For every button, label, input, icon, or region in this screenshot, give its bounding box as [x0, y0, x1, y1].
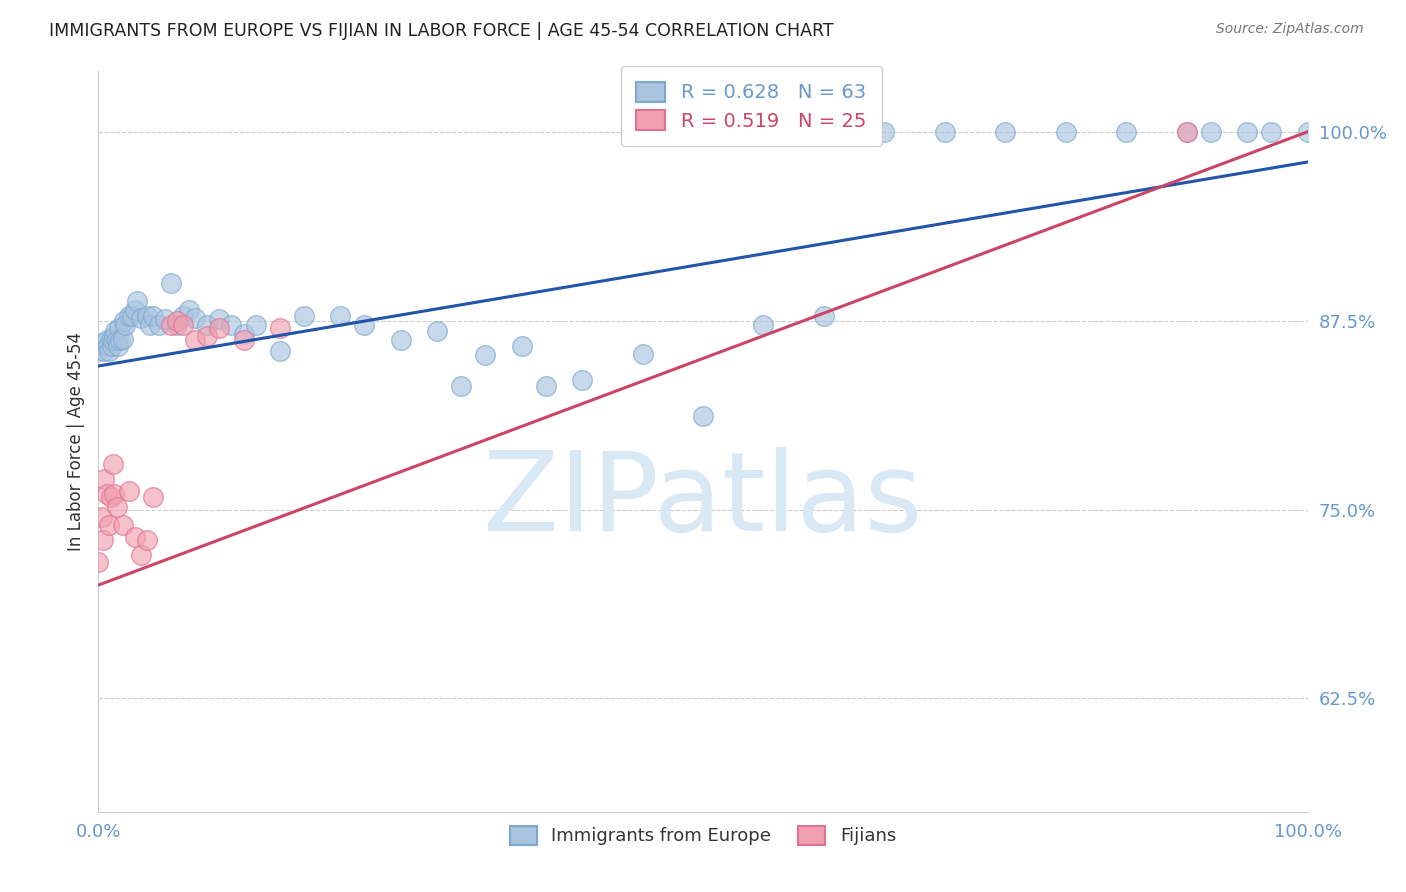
Point [105, 334, 128, 348]
Point [91, 510, 114, 524]
Point [135, 533, 157, 547]
Point [1236, 125, 1258, 139]
Point [1199, 125, 1222, 139]
Point [153, 312, 176, 326]
Y-axis label: In Labor Force | Age 45-54: In Labor Force | Age 45-54 [66, 332, 84, 551]
Point [571, 373, 593, 387]
Point [534, 378, 557, 392]
Point [752, 318, 775, 333]
Point [1296, 125, 1319, 139]
Point [111, 517, 134, 532]
Point [101, 457, 124, 471]
Point [208, 321, 231, 335]
Point [112, 313, 135, 327]
Point [129, 548, 152, 562]
Point [135, 309, 157, 323]
Point [96, 334, 118, 348]
Point [510, 339, 533, 353]
Point [111, 332, 134, 346]
Point [139, 318, 162, 333]
Point [127, 293, 149, 308]
Point [873, 125, 896, 139]
Point [195, 328, 218, 343]
Point [107, 339, 129, 353]
Point [292, 309, 315, 323]
Point [98, 343, 121, 358]
Point [172, 309, 194, 323]
Point [118, 309, 141, 323]
Legend: Immigrants from Europe, Fijians: Immigrants from Europe, Fijians [501, 817, 905, 855]
Point [103, 328, 125, 343]
Point [142, 491, 165, 505]
Point [98, 517, 121, 532]
Point [208, 312, 231, 326]
Point [108, 334, 131, 348]
Point [221, 318, 243, 333]
Point [329, 309, 352, 323]
Point [184, 334, 207, 348]
Point [105, 500, 128, 514]
Point [91, 336, 114, 351]
Point [166, 318, 188, 333]
Point [631, 347, 654, 361]
Point [1260, 125, 1282, 139]
Point [179, 303, 201, 318]
Point [129, 310, 152, 325]
Point [1175, 125, 1198, 139]
Point [474, 348, 496, 362]
Point [104, 324, 127, 338]
Point [426, 324, 449, 338]
Point [91, 533, 114, 547]
Point [813, 309, 835, 323]
Point [93, 343, 115, 358]
Point [1054, 125, 1077, 139]
Point [124, 303, 146, 318]
Point [269, 343, 291, 358]
Point [1175, 125, 1198, 139]
Point [245, 318, 267, 333]
Point [100, 491, 122, 505]
Point [692, 409, 714, 423]
Point [184, 310, 207, 325]
Point [994, 125, 1017, 139]
Point [160, 318, 183, 333]
Text: IMMIGRANTS FROM EUROPE VS FIJIAN IN LABOR FORCE | AGE 45-54 CORRELATION CHART: IMMIGRANTS FROM EUROPE VS FIJIAN IN LABO… [49, 22, 834, 40]
Point [1115, 125, 1137, 139]
Point [97, 339, 120, 353]
Point [232, 334, 254, 348]
Point [121, 309, 143, 323]
Point [148, 318, 170, 333]
Point [93, 472, 115, 486]
Point [172, 318, 194, 333]
Point [934, 125, 956, 139]
Point [108, 321, 131, 335]
Point [100, 332, 122, 346]
Point [269, 321, 291, 335]
Point [114, 318, 136, 333]
Point [389, 334, 412, 348]
Point [450, 378, 472, 392]
Point [100, 339, 122, 353]
Point [142, 309, 165, 323]
Point [160, 276, 183, 290]
Point [353, 318, 375, 333]
Point [103, 487, 125, 501]
Point [118, 484, 141, 499]
Point [87, 556, 110, 570]
Text: ZIPatlas: ZIPatlas [484, 447, 922, 554]
Point [101, 334, 124, 348]
Point [124, 530, 146, 544]
Point [195, 318, 218, 333]
Point [232, 327, 254, 342]
Point [87, 343, 110, 358]
Text: Source: ZipAtlas.com: Source: ZipAtlas.com [1216, 22, 1364, 37]
Point [96, 487, 118, 501]
Point [166, 313, 188, 327]
